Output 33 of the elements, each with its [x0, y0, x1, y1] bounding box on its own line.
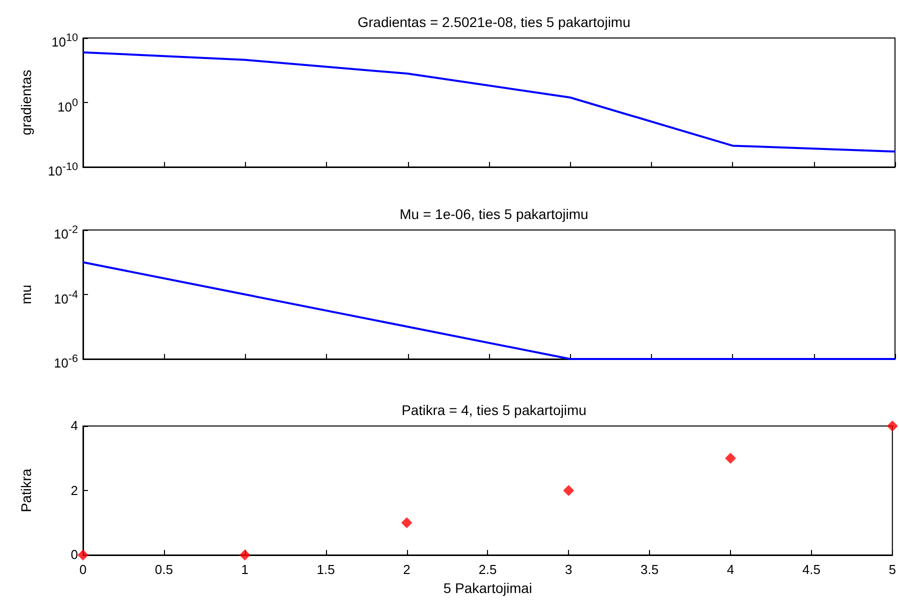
y-tick-label: 10$^{10}$ — [51, 31, 78, 52]
x-tick-label: 2.5 — [478, 562, 497, 577]
point — [725, 452, 736, 464]
x-tick-label: 4 — [726, 562, 734, 577]
x-tick-label: 2 — [403, 562, 410, 577]
point — [401, 517, 412, 528]
x-tick-label: 3 — [565, 562, 572, 577]
y-tick-label: 10$^{-6}$ — [54, 352, 78, 372]
chart-title: Mu = 1e-06, ties 5 pakartojimu — [400, 206, 588, 222]
point — [239, 550, 250, 560]
y-tick-label: 2 — [70, 482, 78, 500]
x-tick-label: 0.5 — [154, 562, 173, 577]
point — [886, 420, 898, 432]
point — [78, 550, 88, 560]
y-tick-label: 0 — [70, 546, 78, 564]
x-tick-label: 3.5 — [640, 562, 659, 577]
y-tick-label: 4 — [70, 417, 78, 435]
x-tick-label: 1.5 — [316, 562, 335, 577]
y-tick-label: 10$^{-4}$ — [54, 288, 78, 308]
y-tick-label: 10$^{-10}$ — [48, 160, 78, 180]
chart-title: Patikra = 4, ties 5 pakartojimu — [402, 402, 586, 418]
y-axis-title: gradientas — [18, 70, 34, 136]
point — [563, 485, 574, 496]
x-tick-label: 5 — [888, 562, 896, 577]
y-axis-title: mu — [18, 284, 34, 304]
chart-title: Gradientas = 2.5021e-08, ties 5 pakartojimu — [358, 14, 630, 30]
y-tick-label: 10$^{-2}$ — [54, 223, 78, 244]
y-axis-title: Patikra — [18, 468, 34, 512]
line-series — [82, 51, 896, 153]
x-tick-label: 4.5 — [802, 562, 820, 577]
x-axis-title: 5 Pakartojimai — [443, 580, 532, 596]
y-tick-label: 10$^{0}$ — [58, 96, 78, 116]
x-tick-label: 1 — [241, 562, 248, 577]
